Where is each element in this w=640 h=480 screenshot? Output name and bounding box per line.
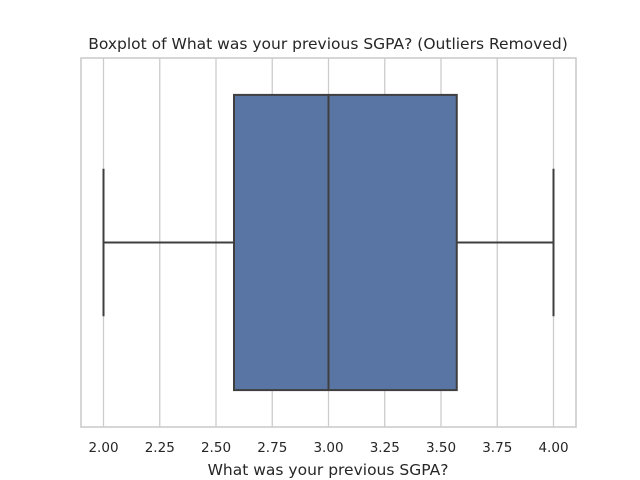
x-tick-label: 2.75 <box>257 440 287 456</box>
chart-title: Boxplot of What was your previous SGPA? … <box>88 35 568 53</box>
x-tick-label: 2.50 <box>201 440 231 456</box>
x-axis-label: What was your previous SGPA? <box>208 461 449 479</box>
interquartile-box <box>233 93 458 392</box>
x-tick-label: 3.75 <box>482 440 512 456</box>
x-tick-label: 4.00 <box>538 440 568 456</box>
x-tick-label: 3.00 <box>313 440 343 456</box>
boxplot-group <box>102 93 555 392</box>
x-axis-ticks: 2.00 2.25 2.50 2.75 3.00 3.25 3.50 3.75 4.00 <box>88 440 568 456</box>
x-tick-label: 3.25 <box>370 440 400 456</box>
x-tick-label: 2.00 <box>88 440 118 456</box>
plot-frame <box>80 57 577 428</box>
x-tick-label: 2.25 <box>145 440 175 456</box>
x-tick-label: 3.50 <box>426 440 456 456</box>
